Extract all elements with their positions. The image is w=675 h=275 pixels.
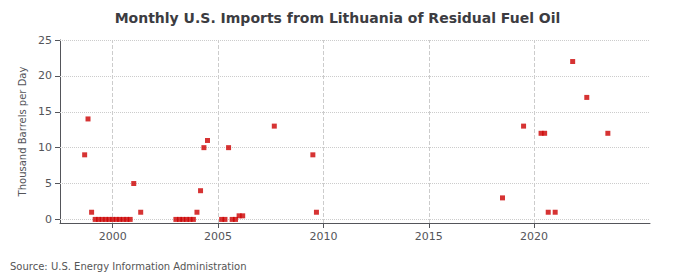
svg-text:Thousand Barrels per Day: Thousand Barrels per Day	[17, 67, 28, 198]
svg-text:20: 20	[38, 69, 52, 82]
svg-text:2015: 2015	[415, 230, 443, 243]
svg-text:15: 15	[38, 105, 52, 118]
svg-text:2010: 2010	[309, 230, 337, 243]
svg-text:2000: 2000	[99, 230, 127, 243]
svg-text:Source: U.S. Energy Informatio: Source: U.S. Energy Information Administ…	[10, 261, 247, 272]
svg-text:0: 0	[45, 213, 52, 226]
svg-text:10: 10	[38, 141, 52, 154]
svg-text:25: 25	[38, 34, 52, 47]
svg-text:2020: 2020	[520, 230, 548, 243]
svg-text:2005: 2005	[204, 230, 232, 243]
svg-text:5: 5	[45, 177, 52, 190]
svg-text:Monthly U.S. Imports from Lith: Monthly U.S. Imports from Lithuania of R…	[115, 10, 561, 26]
